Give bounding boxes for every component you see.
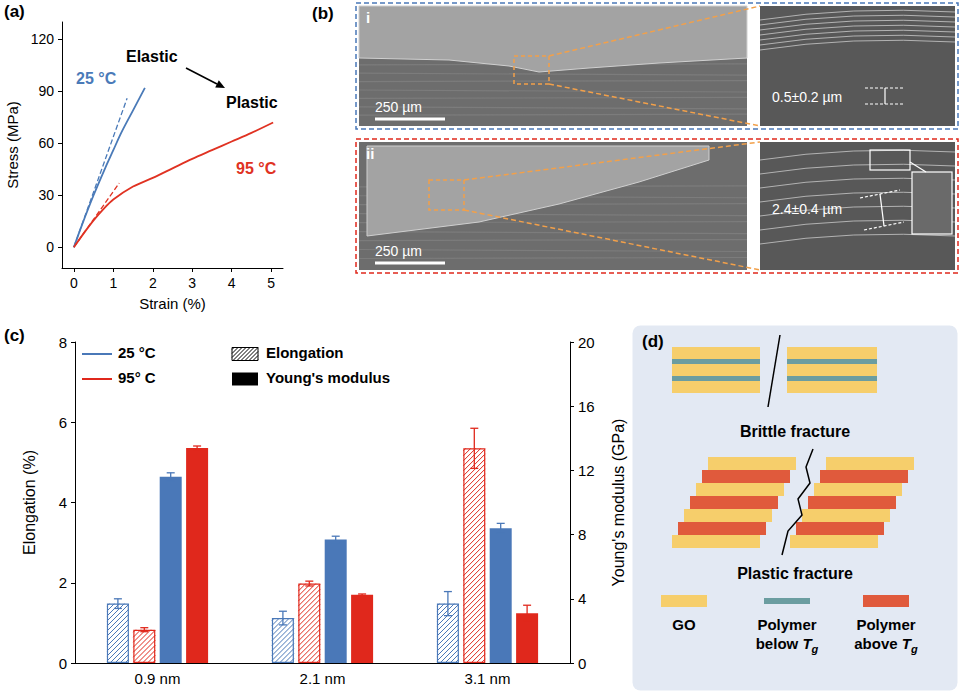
svg-text:95 °C: 95 °C <box>236 160 277 177</box>
svg-text:i: i <box>366 9 370 26</box>
svg-text:GO: GO <box>672 616 696 633</box>
svg-text:0: 0 <box>578 655 586 672</box>
svg-text:25 °C: 25 °C <box>118 344 156 361</box>
svg-text:12: 12 <box>578 462 595 479</box>
html-text:(a): (a) <box>4 2 25 21</box>
svg-text:Young's modulus (GPa): Young's modulus (GPa) <box>610 419 627 587</box>
svg-text:95° C: 95° C <box>118 369 156 386</box>
svg-text:2: 2 <box>149 275 157 291</box>
svg-text:4: 4 <box>578 590 586 607</box>
svg-text:60: 60 <box>38 135 54 151</box>
svg-text:3: 3 <box>188 275 196 291</box>
svg-text:6: 6 <box>59 414 67 431</box>
svg-text:3.1 nm: 3.1 nm <box>465 670 511 687</box>
svg-text:120: 120 <box>31 31 55 47</box>
svg-text:0: 0 <box>59 655 67 672</box>
svg-text:Elastic: Elastic <box>126 48 178 65</box>
svg-text:above Tg: above Tg <box>854 635 918 655</box>
svg-text:Young's modulus: Young's modulus <box>266 369 390 386</box>
svg-text:4: 4 <box>228 275 236 291</box>
svg-text:8: 8 <box>59 334 67 351</box>
svg-text:2: 2 <box>59 574 67 591</box>
svg-text:Plastic: Plastic <box>226 94 278 111</box>
svg-text:30: 30 <box>38 187 54 203</box>
svg-text:0.9 nm: 0.9 nm <box>135 670 181 687</box>
html-text:(b): (b) <box>312 4 334 23</box>
html-text:(c): (c) <box>4 326 25 345</box>
svg-text:250 µm: 250 µm <box>375 243 422 259</box>
svg-text:250 µm: 250 µm <box>375 99 422 115</box>
svg-text:1: 1 <box>109 275 117 291</box>
svg-text:ii: ii <box>366 145 374 162</box>
svg-text:Strain (%): Strain (%) <box>139 295 206 312</box>
html-text:(d): (d) <box>642 332 664 351</box>
svg-text:Polymer: Polymer <box>757 616 816 633</box>
svg-text:Elongation: Elongation <box>266 344 344 361</box>
svg-text:2.1 nm: 2.1 nm <box>300 670 346 687</box>
svg-text:0: 0 <box>70 275 78 291</box>
svg-text:Plastic fracture: Plastic fracture <box>737 565 853 582</box>
svg-text:8: 8 <box>578 526 586 543</box>
svg-text:25 °C: 25 °C <box>76 70 117 87</box>
svg-text:0.5±0.2 µm: 0.5±0.2 µm <box>772 89 842 105</box>
svg-text:Elongation (%): Elongation (%) <box>21 450 38 555</box>
svg-text:Polymer: Polymer <box>856 616 915 633</box>
svg-text:2.4±0.4 µm: 2.4±0.4 µm <box>772 201 842 217</box>
svg-text:90: 90 <box>38 83 54 99</box>
svg-text:below Tg: below Tg <box>756 635 819 655</box>
svg-text:4: 4 <box>59 494 67 511</box>
svg-text:5: 5 <box>267 275 275 291</box>
svg-text:Brittle fracture: Brittle fracture <box>740 423 850 440</box>
svg-text:20: 20 <box>578 334 595 351</box>
svg-text:16: 16 <box>578 398 595 415</box>
svg-text:0: 0 <box>46 239 54 255</box>
svg-text:Stress (MPa): Stress (MPa) <box>4 101 21 189</box>
